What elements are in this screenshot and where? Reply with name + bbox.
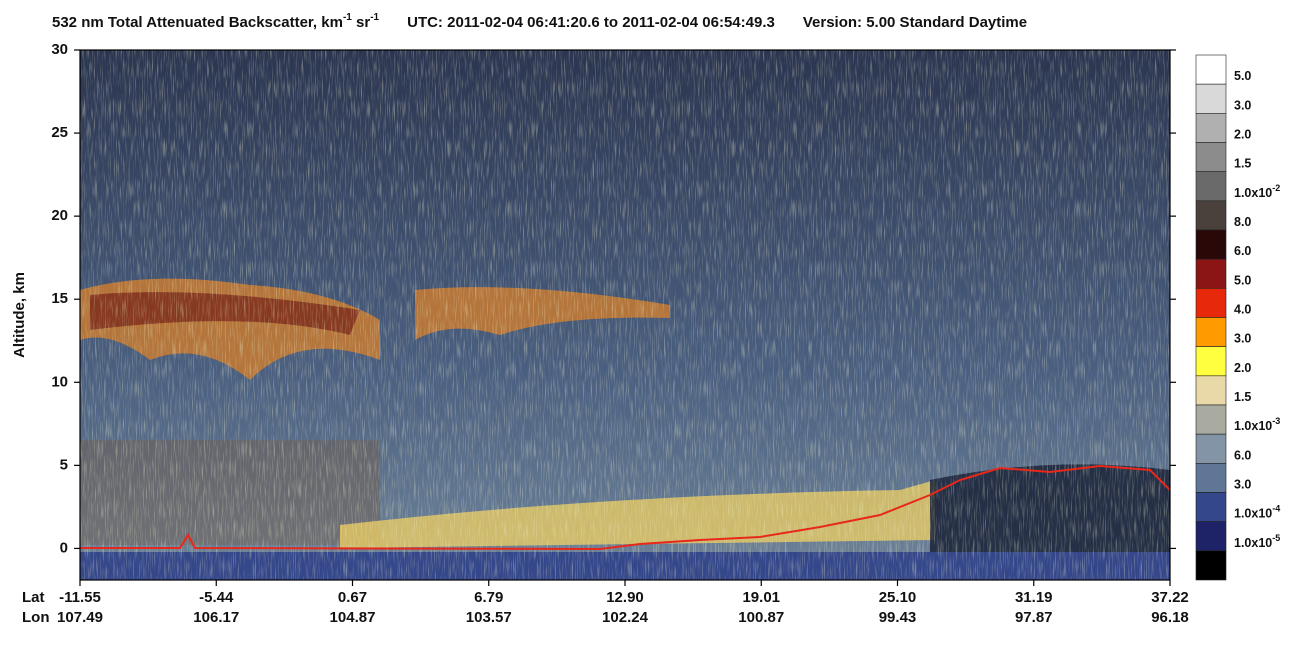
lon-tick-label: 107.49 (57, 609, 103, 626)
colorbar-swatch (1195, 288, 1227, 318)
lat-tick-label: -11.55 (59, 589, 101, 606)
title-superscript: -1 (343, 12, 352, 23)
colorbar-label-base: 1.5 (1234, 157, 1251, 171)
colorbar-label-base: 5.0 (1234, 69, 1251, 83)
colorbar-swatch (1195, 83, 1227, 114)
colorbar-swatch (1195, 113, 1227, 143)
lon-tick-label: 102.24 (602, 609, 649, 626)
colorbar-label-base: 2.0 (1234, 128, 1251, 142)
y-tick-label: 30 (51, 41, 68, 58)
colorbar-label-base: 4.0 (1234, 303, 1251, 317)
colorbar-label-base: 2.0 (1234, 361, 1251, 375)
colorbar-label-base: 6.0 (1234, 449, 1251, 463)
y-tick-label: 5 (60, 456, 68, 473)
lon-tick-label: 106.17 (193, 609, 239, 626)
y-axis-label: Altitude, km (11, 272, 28, 358)
colorbar-swatch (1195, 142, 1227, 172)
colorbar-label-base: 1.0x10 (1234, 536, 1272, 550)
colorbar-swatch (1195, 346, 1227, 377)
colorbar-swatch (1195, 200, 1227, 231)
chart-title: 532 nm Total Attenuated Backscatter, km-… (52, 12, 1027, 31)
colorbar-label-base: 5.0 (1234, 274, 1251, 288)
colorbar-label: 1.0x10-3 (1234, 417, 1280, 434)
title-utc: UTC: 2011-02-04 06:41:20.6 to 2011-02-04… (407, 14, 775, 31)
lat-tick-label: 19.01 (742, 589, 780, 606)
colorbar-label: 6.0 (1234, 449, 1251, 463)
lat-tick-label: -5.44 (199, 589, 234, 606)
lon-label: Lon (22, 609, 50, 626)
colorbar-label: 8.0 (1234, 215, 1251, 229)
colorbar-swatch (1195, 229, 1227, 260)
colorbar-label-base: 3.0 (1234, 99, 1251, 113)
colorbar-label-base: 1.0x10 (1234, 507, 1272, 521)
colorbar-label: 1.0x10-4 (1234, 504, 1280, 521)
colorbar-label-base: 8.0 (1234, 215, 1251, 229)
lat-tick-label: 25.10 (879, 589, 917, 606)
title-text: sr (352, 14, 371, 31)
y-tick-label: 25 (51, 124, 68, 141)
lon-tick-label: 100.87 (738, 609, 784, 626)
colorbar-label: 1.5 (1234, 390, 1251, 404)
colorbar-label: 2.0 (1234, 128, 1251, 142)
y-tick-label: 10 (51, 373, 68, 390)
colorbar-label: 1.0x10-2 (1234, 183, 1280, 200)
colorbar-label-base: 1.0x10 (1234, 186, 1272, 200)
lat-tick-label: 6.79 (474, 589, 503, 606)
colorbar-label: 3.0 (1234, 332, 1251, 346)
colorbar-label-exp: -5 (1272, 533, 1280, 543)
colorbar-swatch (1195, 375, 1227, 406)
lon-tick-label: 96.18 (1151, 609, 1189, 626)
colorbar-label: 3.0 (1234, 478, 1251, 492)
colorbar-label-exp: -4 (1272, 504, 1280, 514)
colorbar-label: 4.0 (1234, 303, 1251, 317)
colorbar-label: 2.0 (1234, 361, 1251, 375)
colorbar-swatch (1195, 433, 1227, 464)
colorbar-label: 5.0 (1234, 69, 1251, 83)
colorbar-label: 3.0 (1234, 99, 1251, 113)
colorbar-label: 1.0x10-5 (1234, 533, 1280, 550)
lat-label: Lat (22, 589, 45, 606)
lat-tick-label: 0.67 (338, 589, 367, 606)
y-tick-label: 15 (51, 290, 68, 307)
y-tick-label: 0 (60, 539, 68, 556)
colorbar-swatch (1195, 258, 1227, 289)
colorbar-label-base: 3.0 (1234, 332, 1251, 346)
lon-tick-label: 104.87 (330, 609, 376, 626)
colorbar-swatch (1195, 54, 1227, 85)
colorbar-label-base: 6.0 (1234, 244, 1251, 258)
colorbar-swatch (1195, 550, 1227, 581)
title-text: 532 nm Total Attenuated Backscatter, km (52, 14, 343, 31)
colorbar-label: 6.0 (1234, 244, 1251, 258)
colorbar-swatch (1195, 171, 1227, 202)
colorbar-label-exp: -3 (1272, 417, 1280, 427)
title-superscript: -1 (370, 12, 379, 23)
colorbar-label-base: 1.0x10 (1234, 419, 1272, 433)
backscatter-image (80, 50, 1170, 580)
lon-tick-label: 97.87 (1015, 609, 1053, 626)
colorbar-swatch (1195, 317, 1227, 347)
colorbar-swatch (1195, 463, 1227, 493)
lat-tick-label: 37.22 (1151, 589, 1189, 606)
lon-tick-label: 103.57 (466, 609, 512, 626)
lat-tick-label: 31.19 (1015, 589, 1053, 606)
colorbar-label: 5.0 (1234, 274, 1251, 288)
lon-tick-label: 99.43 (879, 609, 917, 626)
lat-tick-label: 12.90 (606, 589, 644, 606)
colorbar-swatch (1195, 404, 1227, 435)
y-tick-label: 20 (51, 207, 68, 224)
colorbar-label-base: 1.5 (1234, 390, 1251, 404)
colorbar-label-base: 3.0 (1234, 478, 1251, 492)
colorbar-label: 1.5 (1234, 157, 1251, 171)
colorbar-swatch (1195, 521, 1227, 552)
colorbar-label-exp: -2 (1272, 183, 1280, 193)
colorbar: 5.03.02.01.51.0x10-28.06.05.04.03.02.01.… (1195, 54, 1280, 581)
colorbar-swatch (1195, 492, 1227, 522)
title-version: Version: 5.00 Standard Daytime (803, 14, 1027, 31)
